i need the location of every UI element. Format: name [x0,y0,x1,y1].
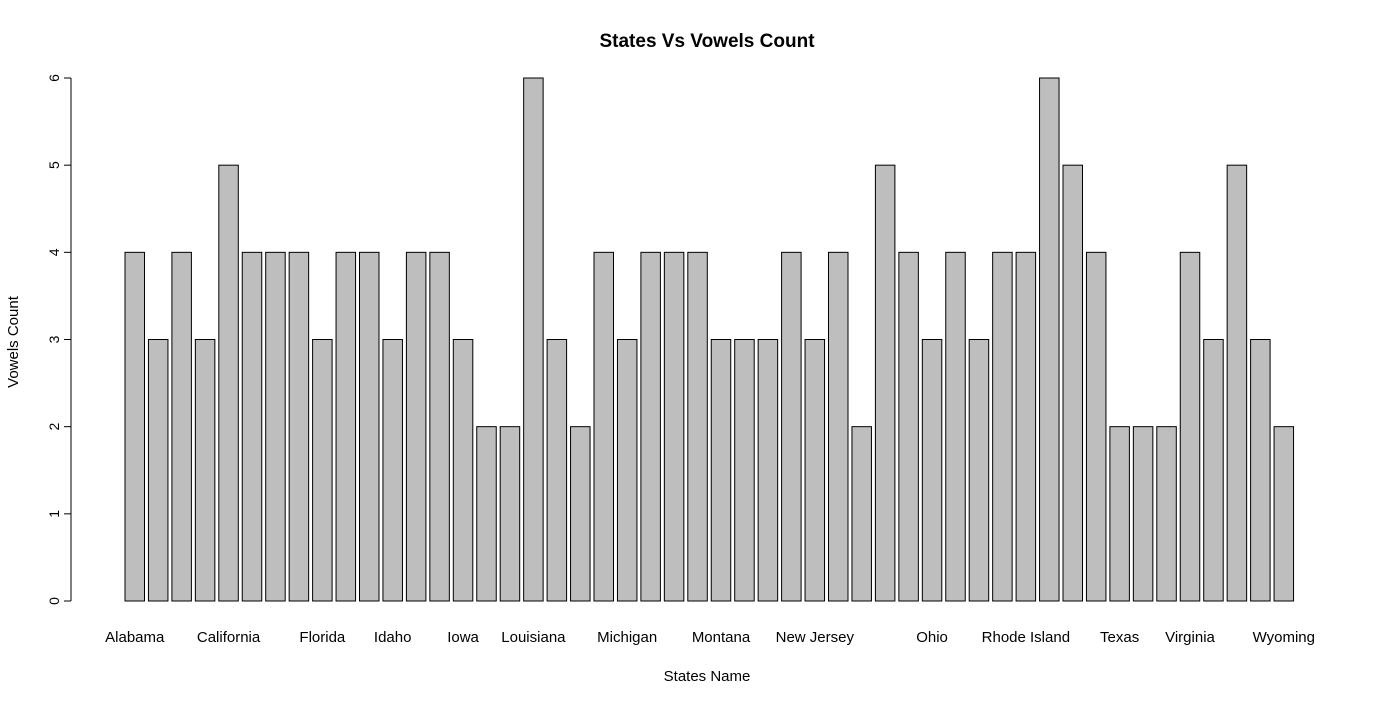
y-tick-label: 2 [46,423,62,431]
y-tick-label: 4 [46,248,62,256]
bar [335,251,357,602]
bar [1015,251,1037,602]
bar [1226,164,1248,602]
bar [359,251,380,602]
bar [898,251,919,602]
bar [945,251,966,602]
y-axis: 0 1 2 3 4 5 6 [46,74,72,605]
bar [1085,251,1107,602]
y-axis-label: Vowels Count [5,295,22,388]
bar [147,339,169,602]
bar [476,426,497,602]
x-tick-label: New Jersey [776,629,855,646]
bar [992,251,1013,602]
bar [171,251,192,602]
x-tick-label: Texas [1100,629,1139,646]
bars-group [124,77,1295,602]
bar [828,251,849,602]
bar [499,426,521,602]
bar [968,339,990,602]
x-tick-label: Wyoming [1253,629,1315,646]
bar [1250,339,1271,602]
x-axis-label: States Name [664,668,751,685]
y-tick-label: 1 [46,510,62,518]
bar [757,339,779,602]
bar [405,251,427,602]
bar [616,339,638,602]
bar [523,77,544,602]
x-tick-label: Alabama [105,629,165,646]
bar [851,426,872,602]
bar [921,339,943,602]
bar [124,251,145,602]
x-tick-label: Idaho [374,629,412,646]
bar [265,251,286,602]
bar [1203,339,1224,602]
x-tick-label: Florida [299,629,346,646]
bar [874,164,896,602]
x-tick-label: Rhode Island [982,629,1070,646]
bar [804,339,826,602]
bar [382,339,403,602]
bar [687,251,708,602]
x-tick-label: Montana [692,629,751,646]
bar [1039,77,1060,602]
bar [1062,164,1083,602]
bar [663,251,685,602]
bar [781,251,802,602]
bar [546,339,568,602]
bar [429,251,450,602]
bar [1156,426,1177,602]
bar [452,339,474,602]
bar [288,251,310,602]
bar [1179,251,1201,602]
chart-title: States Vs Vowels Count [599,31,815,52]
x-tick-labels: Alabama California Florida Idaho Iowa Louisia… [105,629,1315,646]
x-tick-label: California [197,629,261,646]
y-tick-label: 0 [46,597,62,605]
bar [312,339,333,602]
bar [218,164,239,602]
x-tick-label: Iowa [447,629,479,646]
bar [593,251,614,602]
bar [1273,426,1295,602]
y-tick-label: 3 [46,335,62,343]
x-tick-label: Virginia [1165,629,1215,646]
bar [710,339,732,602]
bar [734,339,755,602]
x-tick-label: Louisiana [501,629,566,646]
bar [570,426,591,602]
bar [241,251,263,602]
bar [1132,426,1154,602]
bar [194,339,216,602]
x-tick-label: Ohio [916,629,948,646]
y-tick-label: 6 [46,74,62,82]
bar [640,251,661,602]
x-tick-label: Michigan [597,629,657,646]
y-tick-label: 5 [46,161,62,169]
bar [1109,426,1130,602]
